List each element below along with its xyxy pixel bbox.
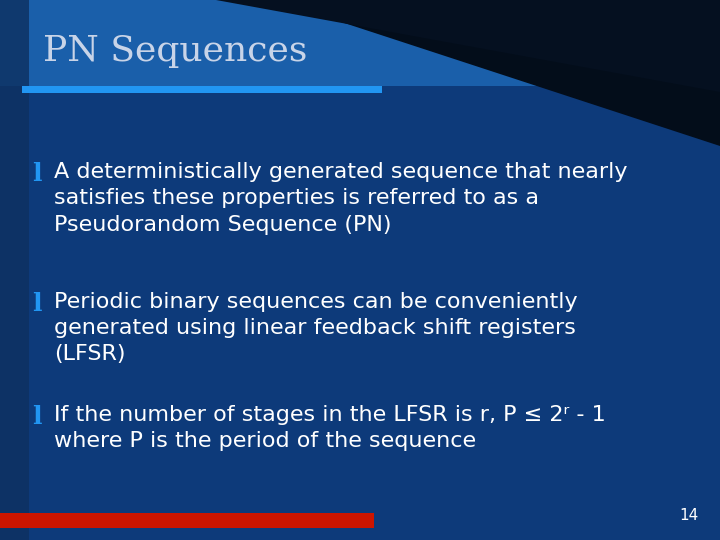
Bar bbox=[22, 86, 382, 93]
Text: l: l bbox=[32, 162, 42, 186]
Text: l: l bbox=[32, 292, 42, 315]
Text: PN Sequences: PN Sequences bbox=[43, 35, 307, 68]
Text: If the number of stages in the LFSR is r, P ≤ 2ʳ - 1
where P is the period of th: If the number of stages in the LFSR is r… bbox=[54, 405, 606, 451]
Bar bbox=[0, 513, 374, 528]
Text: A deterministically generated sequence that nearly
satisfies these properties is: A deterministically generated sequence t… bbox=[54, 162, 628, 235]
Text: l: l bbox=[32, 405, 42, 429]
Bar bbox=[0, 0, 29, 540]
Text: Periodic binary sequences can be conveniently
generated using linear feedback sh: Periodic binary sequences can be conveni… bbox=[54, 292, 577, 364]
Bar bbox=[0, 0, 720, 86]
Text: 14: 14 bbox=[679, 508, 698, 523]
Polygon shape bbox=[274, 0, 720, 146]
Polygon shape bbox=[216, 0, 720, 92]
